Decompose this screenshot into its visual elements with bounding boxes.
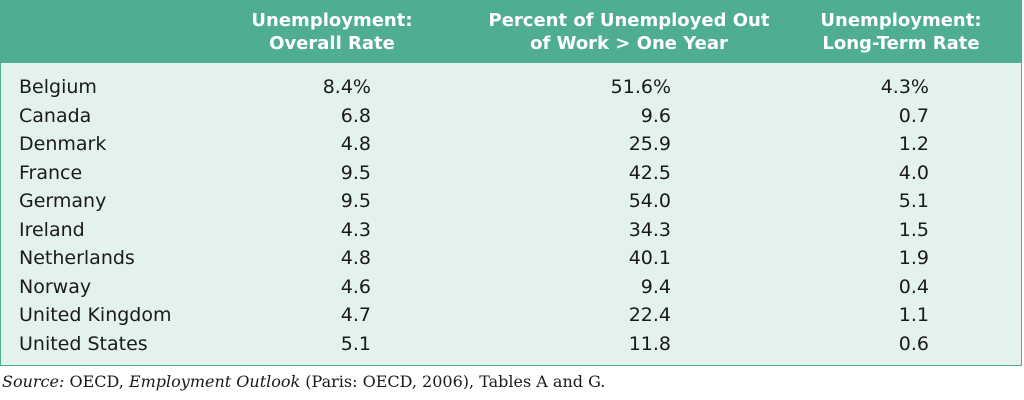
country-cell: Ireland — [19, 218, 85, 241]
header-long-term-rate: Unemployment: Long-Term Rate — [801, 9, 1001, 55]
percent-long-term-cell: 11.8 — [628, 332, 671, 355]
long-term-rate-cell: 4.3% — [880, 76, 929, 98]
header-longterm-line1: Unemployment: — [820, 10, 982, 31]
long-term-rate-cell: 1.9 — [898, 247, 929, 269]
country-cell: Denmark — [19, 133, 107, 155]
overall-rate-cell: 4.7 — [340, 304, 371, 326]
long-term-rate-cell: 0.6 — [898, 332, 929, 355]
percent-long-term-cell: 54.0 — [628, 190, 671, 212]
long-term-rate-cell: 4.0 — [898, 161, 929, 184]
header-percent-long-term: Percent of Unemployed Out of Work > One … — [479, 9, 779, 55]
overall-rate-cell: 8.4% — [322, 76, 371, 98]
table-row: Ireland 4.3 34.3 1.5 — [1, 216, 1021, 245]
table-row: Norway 4.6 9.4 0.4 — [1, 273, 1021, 302]
long-term-rate-cell: 0.7 — [898, 104, 929, 127]
header-longterm-line2: Long-Term Rate — [822, 33, 980, 54]
overall-rate-cell: 4.6 — [340, 275, 371, 298]
table-body: Belgium 8.4% 51.6% 4.3% Canada 6.8 9.6 0.7 Denma… — [1, 73, 1021, 358]
source-note: Source: OECD, Employment Outlook (Paris:… — [2, 372, 605, 391]
country-cell: Canada — [19, 104, 92, 127]
overall-rate-cell: 5.1 — [340, 332, 371, 355]
overall-rate-cell: 4.3 — [340, 218, 371, 241]
table-row: United Kingdom 4.7 22.4 1.1 — [1, 301, 1021, 330]
percent-long-term-cell: 42.5 — [628, 161, 671, 184]
header-overall-rate: Unemployment: Overall Rate — [247, 9, 417, 55]
table-row: Netherlands 4.8 40.1 1.9 — [1, 244, 1021, 273]
country-cell: Germany — [19, 190, 107, 212]
percent-long-term-cell: 34.3 — [628, 218, 671, 241]
long-term-rate-cell: 1.1 — [898, 304, 929, 326]
source-title: Employment Outlook — [128, 372, 301, 391]
overall-rate-cell: 9.5 — [340, 161, 371, 184]
percent-long-term-cell: 22.4 — [628, 304, 671, 326]
country-cell: United States — [19, 332, 148, 355]
header-overall-line2: Overall Rate — [269, 33, 395, 54]
overall-rate-cell: 9.5 — [340, 190, 371, 212]
source-label: Source: — [2, 372, 65, 391]
table-header: Unemployment: Overall Rate Percent of Un… — [1, 1, 1021, 63]
overall-rate-cell: 4.8 — [340, 247, 371, 269]
percent-long-term-cell: 9.6 — [640, 104, 671, 127]
percent-long-term-cell: 40.1 — [628, 247, 671, 269]
table-row: Denmark 4.8 25.9 1.2 — [1, 130, 1021, 159]
data-table: Unemployment: Overall Rate Percent of Un… — [0, 0, 1022, 366]
table-row: Germany 9.5 54.0 5.1 — [1, 187, 1021, 216]
table-row: Belgium 8.4% 51.6% 4.3% — [1, 73, 1021, 102]
country-cell: United Kingdom — [19, 304, 172, 326]
long-term-rate-cell: 1.2 — [898, 133, 929, 155]
overall-rate-cell: 6.8 — [340, 104, 371, 127]
country-cell: Belgium — [19, 76, 97, 98]
country-cell: France — [19, 161, 83, 184]
header-percent-line2: of Work > One Year — [530, 33, 728, 54]
long-term-rate-cell: 1.5 — [898, 218, 929, 241]
percent-long-term-cell: 25.9 — [628, 133, 671, 155]
table-row: France 9.5 42.5 4.0 — [1, 159, 1021, 188]
country-cell: Netherlands — [19, 247, 135, 269]
long-term-rate-cell: 0.4 — [898, 275, 929, 298]
source-post: (Paris: OECD, 2006), Tables A and G. — [300, 372, 606, 391]
percent-long-term-cell: 9.4 — [640, 275, 671, 298]
percent-long-term-cell: 51.6% — [610, 76, 671, 98]
table-row: Canada 6.8 9.6 0.7 — [1, 102, 1021, 131]
header-overall-line1: Unemployment: — [251, 10, 413, 31]
country-cell: Norway — [19, 275, 92, 298]
long-term-rate-cell: 5.1 — [898, 190, 929, 212]
source-pre: OECD, — [64, 372, 129, 391]
table-row: United States 5.1 11.8 0.6 — [1, 330, 1021, 359]
overall-rate-cell: 4.8 — [340, 133, 371, 155]
header-percent-line1: Percent of Unemployed Out — [488, 10, 770, 31]
